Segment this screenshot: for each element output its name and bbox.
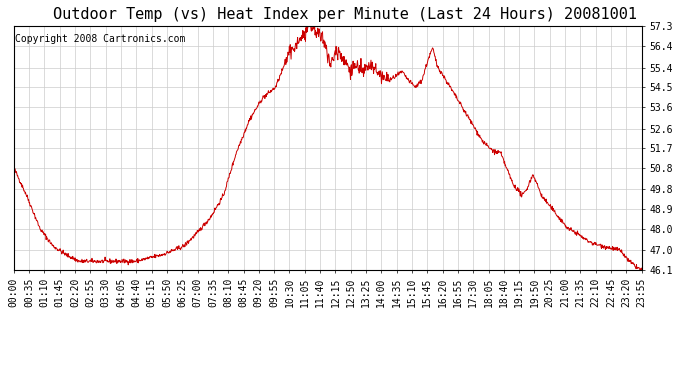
Text: Outdoor Temp (vs) Heat Index per Minute (Last 24 Hours) 20081001: Outdoor Temp (vs) Heat Index per Minute … — [53, 8, 637, 22]
Text: Copyright 2008 Cartronics.com: Copyright 2008 Cartronics.com — [15, 34, 186, 44]
